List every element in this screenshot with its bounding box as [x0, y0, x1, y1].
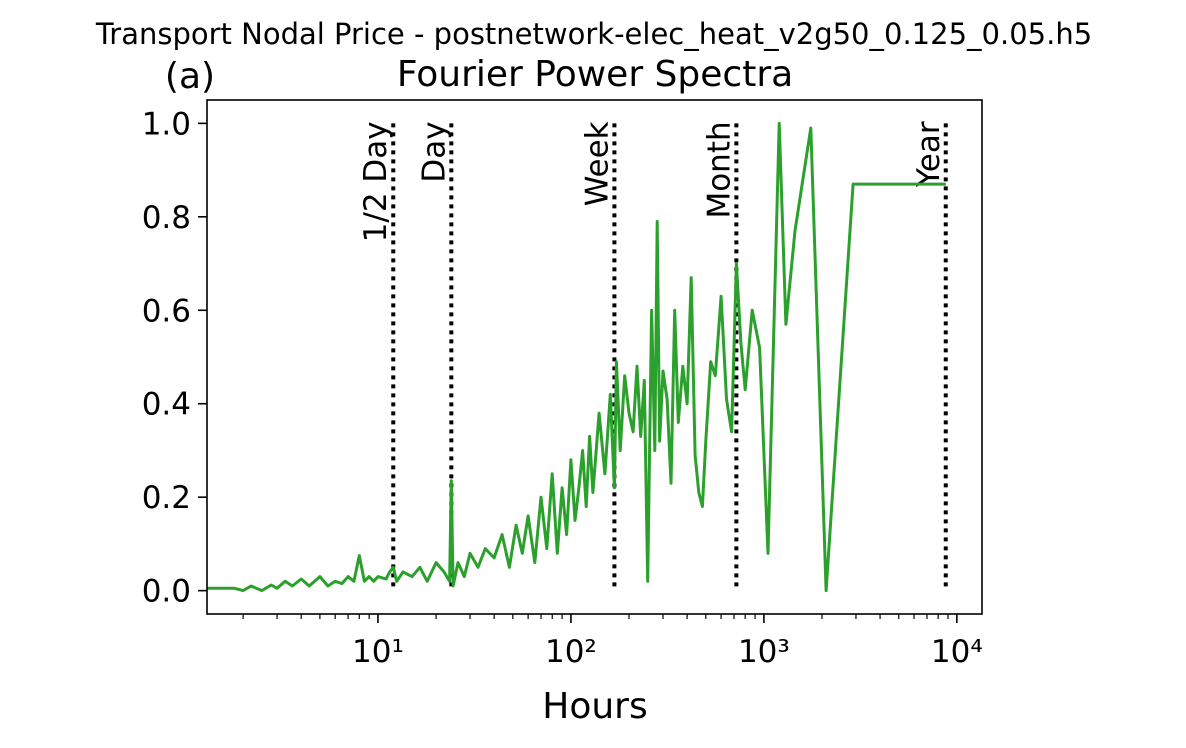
- figure-suptitle: Transport Nodal Price - postnetwork-elec…: [95, 17, 1092, 51]
- y-tick-label: 0.6: [142, 293, 191, 329]
- y-tick-label: 0.8: [142, 200, 191, 236]
- period-marker-label: Day: [416, 121, 452, 182]
- y-tick-label: 0.2: [142, 480, 191, 516]
- y-axis: 0.0 0.2 0.4 0.6 0.8 1.0: [142, 106, 207, 610]
- period-marker-label: Month: [701, 121, 737, 218]
- plot-frame: [206, 99, 983, 615]
- x-axis: 10¹ 10² 10³ 10⁴: [242, 614, 983, 670]
- period-marker-label: 1/2 Day: [358, 121, 394, 242]
- x-tick-label: 10²: [545, 634, 597, 670]
- series-group: [207, 121, 946, 593]
- y-tick-label: 0.4: [142, 387, 191, 423]
- x-tick-label: 10³: [738, 634, 790, 670]
- spectrum-line: [207, 121, 946, 593]
- y-tick-label: 0.0: [142, 574, 191, 610]
- panel-label: (a): [165, 56, 215, 97]
- chart-title: Fourier Power Spectra: [397, 54, 793, 95]
- x-tick-label: 10⁴: [931, 634, 983, 670]
- period-markers: 1/2 Day Day Week Month Year: [358, 121, 948, 591]
- x-axis-label: Hours: [542, 686, 647, 727]
- x-tick-label: 10¹: [352, 634, 404, 670]
- y-tick-label: 1.0: [142, 106, 191, 142]
- period-marker-label: Year: [911, 121, 947, 188]
- period-marker-label: Week: [579, 121, 615, 206]
